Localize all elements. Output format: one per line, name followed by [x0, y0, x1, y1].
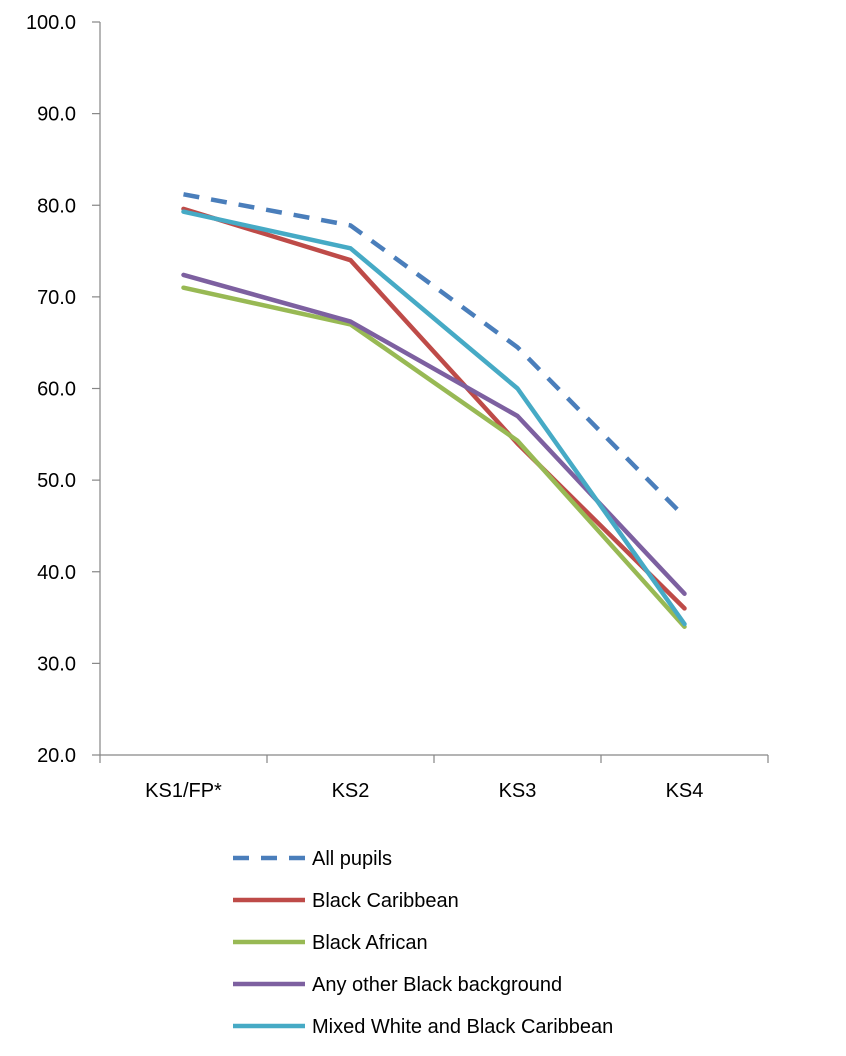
y-tick-label: 70.0: [37, 287, 76, 309]
series-line-black-caribbean: [181, 206, 687, 611]
y-tick-label: 90.0: [37, 104, 76, 126]
x-tick-label: KS2: [332, 780, 370, 802]
series-line-all-pupils: [183, 192, 687, 519]
y-tick-label: 60.0: [37, 379, 76, 401]
axes: 20.0 30.0 40.0 50.0 60.0 70.0 80.0 90.0 100.0 KS1…: [26, 12, 769, 802]
legend-label: Any other Black background: [312, 974, 562, 996]
series-line-mixed-white-and-black-caribbean: [181, 209, 687, 627]
legend-label: Black Caribbean: [312, 890, 459, 912]
legend: All pupils Black Caribbean Black African An…: [233, 848, 613, 1038]
legend-label: Mixed White and Black Caribbean: [312, 1016, 613, 1038]
series-lines: [181, 192, 687, 629]
y-tick-label: 40.0: [37, 562, 76, 584]
y-tick-label: 30.0: [37, 653, 76, 675]
x-tick-label: KS4: [666, 780, 704, 802]
x-tick-label: KS1/FP*: [145, 780, 222, 802]
series-line-black-african: [181, 285, 687, 629]
legend-label: Black African: [312, 932, 428, 954]
y-tick-label: 20.0: [37, 745, 76, 767]
y-tick-label: 100.0: [26, 12, 76, 34]
legend-label: All pupils: [312, 848, 392, 870]
x-tick-label: KS3: [499, 780, 537, 802]
y-tick-label: 80.0: [37, 195, 76, 217]
y-tick-label: 50.0: [37, 470, 76, 492]
